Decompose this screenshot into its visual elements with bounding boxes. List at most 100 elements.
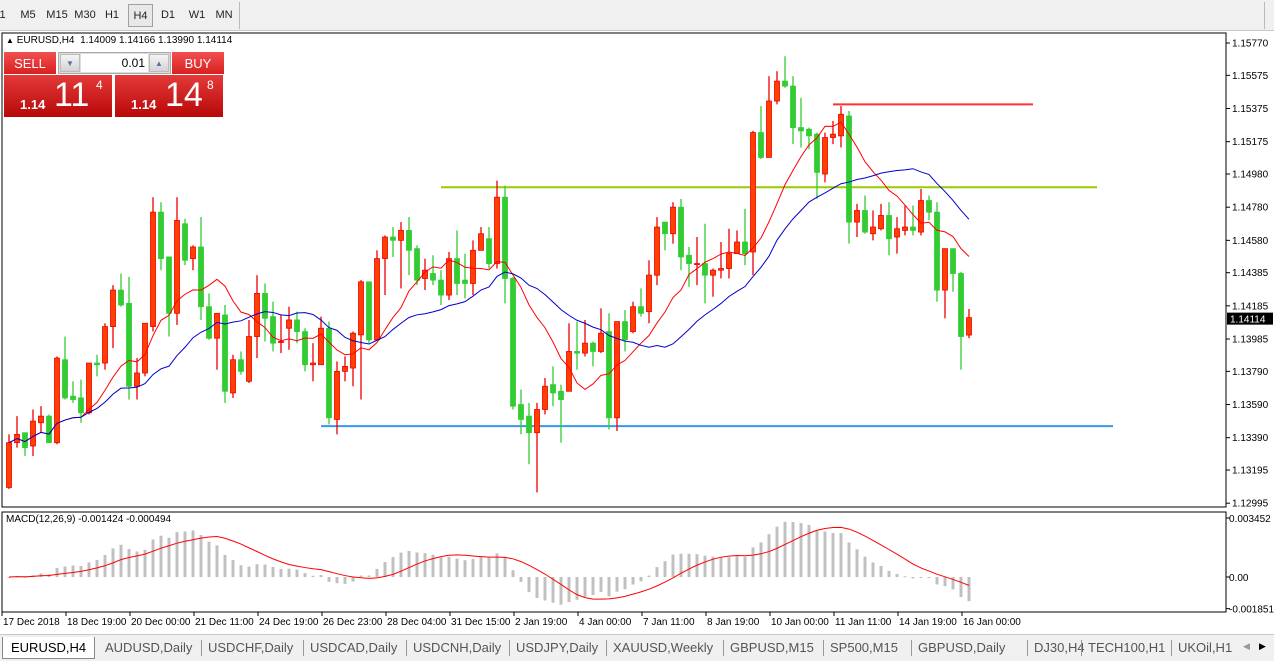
tab-usdcnh-daily[interactable]: USDCNH,Daily: [413, 640, 502, 655]
main-chart-frame: [1, 32, 1227, 508]
tab-scroll-right-icon[interactable]: ▶: [1259, 641, 1266, 651]
candle-body: [670, 206, 676, 235]
macd-y-tick-label: 0.003452: [1229, 514, 1271, 525]
candle-body: [134, 372, 140, 387]
candle: [318, 316, 324, 366]
x-tick-label: 4 Jan 00:00: [579, 617, 632, 628]
candle-body: [894, 228, 900, 238]
tab-xauusd-weekly[interactable]: XAUUSD,Weekly: [613, 640, 714, 655]
candle-body: [678, 206, 684, 258]
sell-button[interactable]: SELL: [4, 52, 56, 75]
tab-gbpusd-m15[interactable]: GBPUSD,M15: [730, 640, 814, 655]
tab-usdjpy-daily[interactable]: USDJPY,Daily: [516, 640, 599, 655]
tab-divider: [911, 640, 912, 656]
candle-body: [102, 326, 108, 364]
tab-ukoil-h1[interactable]: UKOil,H1: [1178, 640, 1233, 655]
candle: [966, 309, 972, 339]
current-price-label: 1.14114: [1230, 315, 1266, 326]
chart-tabs: ◀ ▶ EURUSD,H4 AUDUSD,Daily USDCHF,Daily USD…: [0, 634, 1274, 661]
macd-bar: [655, 567, 659, 577]
candle: [902, 205, 908, 236]
candle: [30, 409, 36, 456]
tf-m15[interactable]: M15: [46, 9, 68, 21]
x-tick-label: 21 Dec 11:00: [195, 617, 254, 628]
sell-price-button[interactable]: 1.14 11 4: [4, 75, 112, 117]
macd-bar: [519, 577, 523, 582]
macd-bar: [391, 557, 395, 577]
buy-price-button[interactable]: 1.14 14 8: [115, 75, 223, 117]
increase-lot-button[interactable]: ▲: [149, 54, 169, 72]
candle-body: [86, 362, 92, 414]
tab-sp500-m15[interactable]: SP500,M15: [830, 640, 898, 655]
macd-bar: [239, 565, 243, 577]
tab-tech100-h1[interactable]: TECH100,H1: [1088, 640, 1166, 655]
macd-bar: [135, 551, 139, 577]
tf-m5[interactable]: M5: [20, 9, 36, 21]
x-tick-label: 2 Jan 19:00: [515, 617, 568, 628]
macd-bar: [967, 577, 971, 602]
lot-size-input[interactable]: [81, 54, 148, 72]
candle: [390, 227, 396, 257]
tf-mn[interactable]: MN: [215, 9, 233, 21]
candle: [438, 270, 444, 306]
y-tick-label: 1.14580: [1232, 236, 1269, 247]
tf-m30[interactable]: M30: [74, 9, 96, 21]
candle: [774, 71, 780, 105]
macd-bar: [719, 557, 723, 577]
x-tick-label: 28 Dec 04:00: [387, 617, 447, 628]
macd-y-tick-label: -0.001851: [1229, 605, 1274, 616]
tf-m1[interactable]: M1: [0, 9, 6, 21]
candle-body: [46, 415, 52, 444]
tab-scroll-left-icon[interactable]: ◀: [1243, 641, 1250, 651]
candle: [614, 321, 620, 432]
macd-bar: [215, 545, 219, 577]
buy-button[interactable]: BUY: [172, 52, 224, 75]
tab-audusd-daily[interactable]: AUDUSD,Daily: [105, 640, 193, 655]
macd-bar: [887, 570, 891, 577]
candle-body: [342, 365, 348, 372]
tab-gbpusd-daily[interactable]: GBPUSD,Daily: [918, 640, 1006, 655]
macd-bar: [479, 556, 483, 577]
candle-body: [870, 226, 876, 235]
macd-bar: [463, 560, 467, 577]
macd-bar: [95, 559, 99, 577]
candle: [118, 273, 124, 307]
tab-eurusd-h4[interactable]: EURUSD,H4: [2, 637, 96, 659]
tab-dj30-h4[interactable]: DJ30,H4: [1034, 640, 1085, 655]
candle: [702, 223, 708, 304]
macd-bar: [783, 521, 787, 577]
candle-body: [414, 248, 420, 281]
candle: [134, 358, 140, 400]
triangle-up-icon[interactable]: ▲: [6, 36, 14, 45]
decrease-lot-button[interactable]: ▼: [60, 54, 80, 72]
macd-bar: [7, 577, 11, 578]
lot-size-stepper: ▼ ▲: [58, 52, 171, 74]
candle: [958, 271, 964, 370]
candle-body: [486, 238, 492, 264]
candle: [478, 227, 484, 251]
sell-price-big: 11: [54, 76, 90, 114]
tab-usdchf-daily[interactable]: USDCHF,Daily: [208, 640, 294, 655]
tf-h4[interactable]: H4: [128, 4, 153, 27]
candle: [742, 208, 748, 266]
macd-bar: [727, 557, 731, 577]
macd-bar: [63, 566, 67, 577]
tf-w1[interactable]: W1: [188, 9, 206, 21]
candle: [718, 242, 724, 279]
tab-usdcad-daily[interactable]: USDCAD,Daily: [310, 640, 398, 655]
candle: [190, 245, 196, 271]
toolbar-divider: [1264, 2, 1265, 29]
candle-body: [662, 221, 668, 235]
candle-body: [390, 236, 396, 241]
candle-body: [310, 362, 316, 366]
x-tick-label: 31 Dec 15:00: [451, 617, 511, 628]
candle-body: [302, 331, 308, 366]
tf-h1[interactable]: H1: [104, 9, 120, 21]
candle: [70, 381, 76, 403]
macd-bar: [919, 577, 923, 578]
candle-body: [694, 263, 700, 265]
macd-bar: [231, 560, 235, 577]
candle: [326, 321, 332, 425]
tf-d1[interactable]: D1: [160, 9, 176, 21]
